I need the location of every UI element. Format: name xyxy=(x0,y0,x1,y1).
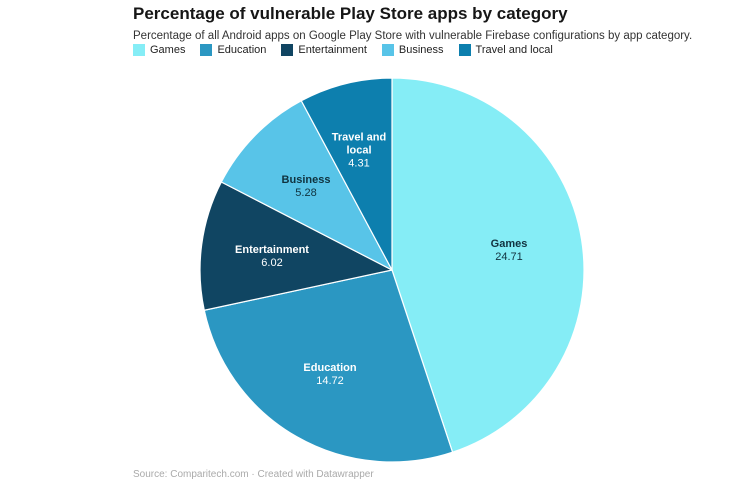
legend-swatch-entertainment xyxy=(281,44,294,56)
legend-swatch-travel-and-local xyxy=(458,44,471,56)
legend-item-entertainment: Entertainment xyxy=(281,44,367,56)
chart-header: Percentage of vulnerable Play Store apps… xyxy=(133,4,703,43)
page-title: Percentage of vulnerable Play Store apps… xyxy=(133,4,568,23)
pie-slice-travel-and-local[interactable] xyxy=(300,77,393,271)
legend-item-games: Games xyxy=(133,44,185,56)
chart-legend: Games Education Entertainment Business T… xyxy=(133,44,553,56)
legend-label: Education xyxy=(217,44,267,56)
legend-label: Travel and local xyxy=(475,44,553,56)
legend-item-education: Education xyxy=(200,44,266,56)
pie-slice-entertainment[interactable] xyxy=(199,181,393,311)
legend-swatch-games xyxy=(133,44,145,56)
chart-subtitle: Percentage of all Android apps on Google… xyxy=(133,30,693,42)
legend-swatch-business xyxy=(381,44,394,56)
legend-item-business: Business xyxy=(381,44,444,56)
source-attribution: Source: Comparitech.com · Created with D… xyxy=(133,469,374,480)
legend-label: Games xyxy=(150,44,186,56)
legend-label: Business xyxy=(398,44,444,56)
pie-slice-games[interactable] xyxy=(391,77,585,453)
legend-label: Entertainment xyxy=(298,44,367,56)
pie-slice-education[interactable] xyxy=(203,269,454,463)
legend-item-travel-and-local: Travel and local xyxy=(458,44,553,56)
legend-swatch-education xyxy=(200,44,213,56)
pie-slice-business[interactable] xyxy=(220,100,393,271)
